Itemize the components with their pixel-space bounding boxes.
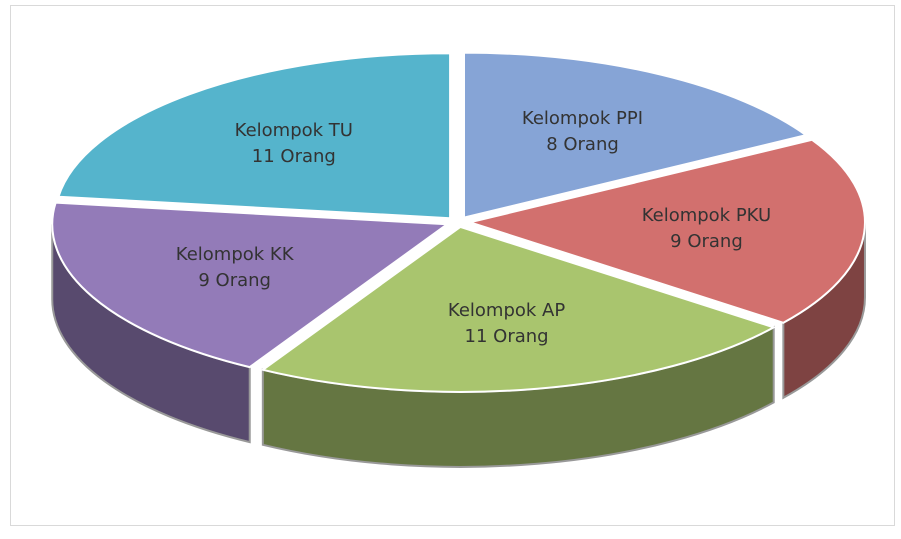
pie-labels: Kelompok PPI 8 Orang Kelompok PKU 9 Orang Ke… [176, 108, 771, 347]
slice-label: Kelompok PKU [642, 205, 771, 226]
value-label: 8 Orang [546, 134, 619, 155]
pie-tops [51, 51, 866, 393]
slice [260, 225, 777, 393]
value-label: 9 Orang [670, 231, 743, 252]
slice-label: Kelompok TU [235, 120, 353, 141]
slice-label: Kelompok KK [176, 244, 295, 265]
slice [51, 201, 451, 369]
value-label: 9 Orang [198, 270, 271, 291]
slice-label: Kelompok PPI [522, 108, 643, 129]
slice [466, 138, 866, 324]
slice [57, 52, 452, 220]
value-label: 11 Orang [465, 326, 549, 347]
value-label: 11 Orang [252, 146, 336, 167]
slice-label: Kelompok AP [448, 300, 565, 321]
slice [463, 51, 809, 219]
